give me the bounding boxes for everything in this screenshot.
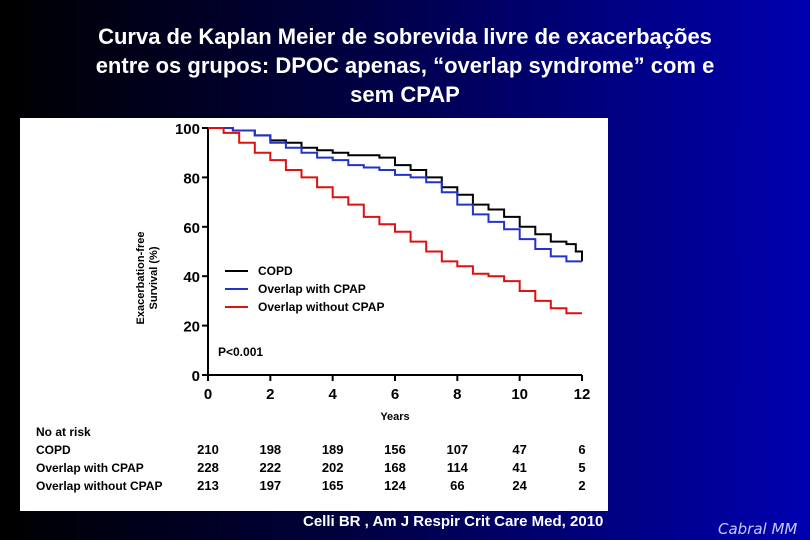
legend-label-1: Overlap with CPAP — [258, 282, 366, 296]
title-line-1: Curva de Kaplan Meier de sobrevida livre… — [98, 24, 712, 49]
at-risk-value-1-2: 202 — [322, 460, 344, 475]
x-tick-label-6: 6 — [391, 386, 399, 403]
at-risk-value-0-6: 6 — [578, 442, 585, 457]
at-risk-value-2-3: 124 — [384, 478, 406, 493]
title-line-2: entre os grupos: DPOC apenas, “overlap s… — [95, 53, 715, 78]
at-risk-value-1-3: 168 — [384, 460, 406, 475]
at-risk-header: No at risk — [36, 425, 91, 439]
y-axis-title-line-2: Survival (%) — [148, 246, 160, 309]
x-tick-label-12: 12 — [574, 386, 591, 403]
x-tick-label-8: 8 — [453, 386, 461, 403]
x-tick-label-10: 10 — [511, 386, 528, 403]
y-tick-label-40: 40 — [183, 269, 200, 286]
curve-copd — [208, 127, 583, 262]
curve-overlap-with-cpap — [208, 127, 582, 263]
author-signature: Cabral MM — [718, 520, 798, 538]
at-risk-value-0-4: 107 — [446, 442, 468, 457]
y-tick-label-80: 80 — [183, 170, 200, 187]
legend-label-0: COPD — [258, 264, 293, 278]
x-tick-label-2: 2 — [266, 386, 274, 403]
y-tick-label-0: 0 — [192, 368, 200, 385]
x-axis-title: Years — [380, 411, 409, 423]
at-risk-table: No at risk COPD 210 198 189 156 107 47 6 Overlap … — [36, 425, 586, 493]
citation: Celli BR , Am J Respir Crit Care Med, 20… — [303, 513, 604, 530]
at-risk-value-0-0: 210 — [197, 442, 219, 457]
at-risk-row-label-1: Overlap with CPAP — [36, 461, 144, 475]
at-risk-value-2-5: 24 — [512, 478, 527, 493]
curve-overlap-without-cpap — [208, 127, 582, 315]
slide-title: Curva de Kaplan Meier de sobrevida livre… — [0, 22, 810, 109]
y-axis-title: Exacerbation-free Survival (%) — [135, 232, 160, 325]
at-risk-value-2-4: 66 — [450, 478, 464, 493]
y-tick-label-100: 100 — [175, 121, 200, 138]
at-risk-value-0-3: 156 — [384, 442, 406, 457]
at-risk-value-2-1: 197 — [259, 478, 281, 493]
p-value-annotation: P<0.001 — [218, 345, 263, 359]
at-risk-value-0-5: 47 — [512, 442, 526, 457]
kaplan-meier-chart: Exacerbation-free Survival (%) Years P<0… — [36, 121, 590, 493]
at-risk-value-1-5: 41 — [512, 460, 526, 475]
at-risk-value-2-2: 165 — [322, 478, 344, 493]
at-risk-row-label-0: COPD — [36, 443, 71, 457]
chart-panel: Exacerbation-free Survival (%) Years P<0… — [20, 118, 608, 511]
title-line-3: sem CPAP — [350, 82, 460, 107]
y-axis-title-line-1: Exacerbation-free — [135, 232, 147, 325]
at-risk-value-1-6: 5 — [578, 460, 585, 475]
x-tick-label-0: 0 — [204, 386, 212, 403]
at-risk-value-0-1: 198 — [259, 442, 281, 457]
legend: COPD Overlap with CPAP Overlap without CPA… — [225, 264, 384, 314]
y-tick-label-60: 60 — [183, 220, 200, 237]
legend-label-2: Overlap without CPAP — [258, 300, 384, 314]
axes: 0 20 40 60 80 100 0 2 4 6 8 10 12 — [175, 121, 590, 403]
x-tick-label-4: 4 — [328, 386, 337, 403]
at-risk-value-1-4: 114 — [447, 460, 469, 475]
at-risk-value-1-0: 228 — [197, 460, 219, 475]
at-risk-row-label-2: Overlap without CPAP — [36, 479, 162, 493]
survival-curves — [208, 127, 583, 315]
at-risk-value-2-0: 213 — [197, 478, 219, 493]
at-risk-value-1-1: 222 — [259, 460, 281, 475]
at-risk-value-2-6: 2 — [578, 478, 585, 493]
at-risk-value-0-2: 189 — [322, 442, 344, 457]
y-tick-label-20: 20 — [183, 319, 200, 336]
